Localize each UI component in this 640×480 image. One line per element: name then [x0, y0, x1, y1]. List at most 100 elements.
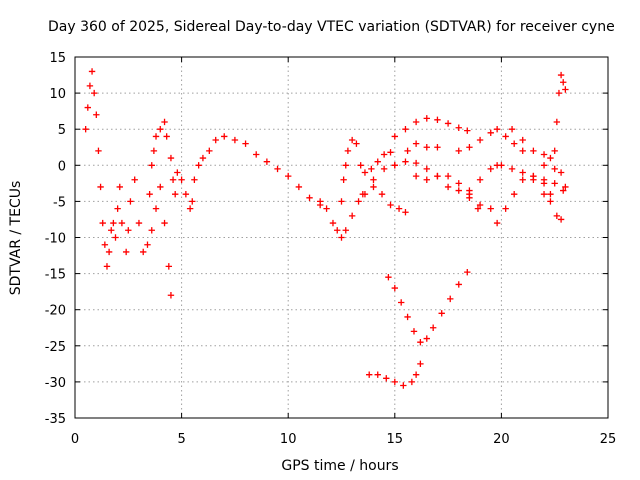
- data-point: [408, 378, 416, 386]
- data-point: [530, 176, 537, 183]
- y-tick-label: -10: [45, 232, 66, 247]
- data-point: [447, 295, 454, 303]
- data-point: [370, 176, 377, 183]
- data-point: [438, 310, 445, 317]
- series-early-arc: [146, 118, 324, 212]
- data-point: [476, 176, 484, 183]
- data-point: [167, 292, 175, 299]
- data-point: [530, 147, 537, 155]
- data-point: [135, 219, 143, 227]
- data-point: [391, 133, 398, 140]
- data-point: [353, 140, 360, 147]
- data-point: [88, 68, 96, 75]
- data-point: [547, 154, 554, 162]
- data-point: [519, 136, 526, 144]
- data-point: [122, 248, 130, 256]
- data-point: [423, 115, 430, 122]
- data-point: [487, 165, 494, 173]
- data-point: [97, 183, 104, 191]
- series-late-hump: [391, 115, 471, 140]
- data-point: [455, 281, 462, 288]
- data-points: [82, 68, 569, 389]
- data-point: [231, 136, 239, 144]
- data-point: [285, 172, 292, 180]
- data-point: [357, 162, 364, 169]
- data-point: [412, 140, 420, 147]
- data-point: [161, 118, 168, 126]
- data-point: [150, 147, 158, 155]
- data-point: [105, 248, 113, 256]
- data-point: [455, 147, 462, 155]
- data-point: [562, 86, 569, 93]
- data-point: [434, 144, 441, 151]
- data-point: [553, 118, 561, 126]
- data-point: [174, 169, 181, 176]
- data-point: [206, 147, 213, 155]
- y-tick-label: 5: [58, 123, 66, 138]
- data-point: [444, 120, 452, 127]
- data-point: [167, 154, 175, 162]
- data-point: [186, 205, 194, 212]
- data-point: [434, 172, 441, 180]
- data-point: [387, 201, 394, 209]
- data-point: [127, 198, 134, 205]
- data-point: [474, 205, 482, 212]
- data-point: [378, 190, 386, 198]
- data-point: [361, 169, 369, 176]
- series-late-wave: [359, 158, 494, 212]
- data-point: [355, 198, 362, 205]
- data-point: [493, 126, 501, 133]
- data-point: [82, 126, 89, 133]
- data-point: [540, 180, 548, 187]
- y-tick-label: 0: [58, 159, 66, 174]
- data-point: [402, 209, 409, 216]
- data-point: [86, 82, 94, 90]
- series-v-curve: [385, 268, 471, 346]
- data-point: [131, 176, 138, 183]
- x-tick-label: 5: [177, 432, 185, 447]
- series-end-spike: [530, 71, 569, 183]
- y-tick-label: -25: [45, 340, 66, 355]
- data-point: [557, 169, 565, 176]
- data-point: [560, 187, 567, 194]
- x-tick-label: 25: [600, 432, 617, 447]
- data-point: [519, 169, 526, 176]
- data-point: [340, 176, 347, 183]
- data-point: [99, 219, 106, 227]
- series-late-low: [412, 172, 482, 212]
- data-point: [189, 198, 196, 205]
- data-point: [455, 180, 462, 187]
- data-point: [195, 162, 202, 169]
- y-tick-label: -35: [45, 412, 66, 427]
- data-point: [90, 89, 98, 97]
- data-point: [144, 241, 151, 248]
- data-point: [342, 227, 349, 234]
- data-point: [359, 190, 367, 198]
- data-point: [423, 176, 430, 183]
- data-point: [466, 190, 473, 198]
- data-point: [502, 133, 509, 140]
- data-point: [547, 190, 554, 198]
- y-axis-label: SDTVAR / TECUs: [8, 181, 24, 296]
- data-point: [242, 140, 249, 147]
- data-point: [402, 158, 409, 165]
- data-point: [476, 201, 484, 209]
- data-point: [182, 190, 190, 198]
- y-tick-label: 15: [49, 51, 66, 66]
- series-bottom-arc: [366, 360, 424, 389]
- data-point: [562, 183, 569, 191]
- data-point: [172, 190, 179, 198]
- data-point: [374, 158, 381, 165]
- series-mid-dip: [316, 183, 409, 241]
- y-tick-label: -15: [45, 268, 66, 283]
- data-point: [551, 147, 558, 155]
- data-point: [263, 158, 271, 165]
- data-point: [348, 136, 356, 144]
- data-point: [140, 248, 147, 256]
- data-point: [391, 162, 398, 169]
- data-point: [169, 176, 177, 183]
- data-point: [212, 136, 219, 144]
- data-point: [191, 176, 198, 183]
- data-point: [385, 274, 392, 281]
- data-point: [380, 165, 388, 173]
